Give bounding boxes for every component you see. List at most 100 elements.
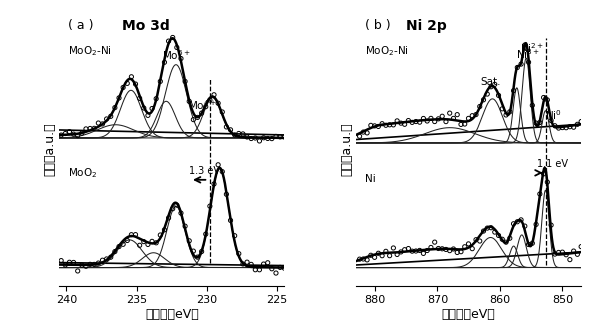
Point: [60, 262, 70, 268]
Point: [562, 125, 571, 130]
Point: [400, 122, 409, 127]
Point: [576, 244, 586, 249]
Point: [396, 249, 406, 255]
Point: [396, 121, 406, 126]
Point: [247, 262, 256, 267]
Point: [81, 126, 91, 131]
Point: [539, 171, 549, 177]
Point: [255, 138, 264, 144]
Point: [164, 39, 173, 44]
Point: [355, 133, 364, 139]
Point: [114, 244, 124, 249]
Point: [422, 248, 432, 253]
Point: [528, 241, 537, 246]
Point: [123, 238, 132, 243]
Text: 1.1 eV: 1.1 eV: [537, 159, 569, 169]
Point: [449, 246, 458, 252]
Point: [486, 225, 496, 230]
Point: [528, 103, 537, 108]
Point: [176, 56, 186, 61]
Point: [415, 248, 425, 253]
Point: [243, 260, 252, 265]
Point: [524, 242, 533, 247]
Point: [393, 252, 402, 257]
Point: [279, 266, 289, 271]
Point: [388, 122, 398, 127]
Point: [90, 262, 99, 267]
Point: [539, 95, 549, 100]
Point: [355, 257, 364, 262]
Point: [143, 113, 152, 118]
Point: [543, 180, 552, 185]
Point: [569, 248, 578, 254]
Point: [259, 261, 268, 267]
Point: [209, 92, 219, 97]
Point: [479, 228, 488, 234]
Point: [102, 116, 111, 122]
Point: [131, 232, 141, 237]
Point: [271, 134, 280, 139]
Point: [438, 246, 447, 251]
Point: [501, 239, 511, 245]
Point: [139, 105, 148, 111]
Point: [85, 126, 95, 131]
Point: [197, 111, 206, 116]
Point: [172, 45, 181, 50]
Point: [490, 229, 499, 235]
Point: [404, 246, 413, 251]
Point: [263, 136, 272, 141]
Point: [259, 135, 268, 140]
Point: [213, 162, 223, 167]
Point: [562, 252, 571, 257]
Point: [218, 109, 227, 115]
X-axis label: 结合能（eV）: 结合能（eV）: [145, 308, 199, 321]
Point: [151, 96, 161, 101]
Point: [119, 85, 128, 90]
Point: [135, 96, 145, 101]
Text: Ni$^{3+}$: Ni$^{3+}$: [516, 47, 540, 61]
Text: 1.3 eV: 1.3 eV: [189, 166, 219, 176]
Point: [279, 134, 289, 139]
Text: Mo$^{6+}$: Mo$^{6+}$: [161, 48, 190, 62]
Point: [407, 120, 417, 125]
Point: [275, 265, 285, 270]
Point: [569, 124, 578, 130]
Point: [501, 112, 511, 118]
Point: [467, 246, 477, 251]
Point: [193, 255, 202, 260]
Point: [123, 81, 132, 86]
Point: [535, 120, 544, 125]
Point: [445, 248, 454, 253]
Point: [98, 258, 107, 263]
Text: MoO$_2$-Ni: MoO$_2$-Ni: [365, 44, 409, 58]
Point: [102, 256, 111, 262]
Point: [238, 261, 248, 267]
Point: [73, 133, 82, 138]
Point: [565, 124, 575, 129]
Text: Ni: Ni: [365, 174, 376, 184]
Point: [456, 122, 466, 127]
Point: [168, 206, 177, 211]
Point: [160, 227, 169, 232]
Point: [176, 210, 186, 216]
Point: [531, 222, 541, 227]
Point: [226, 127, 235, 132]
Text: MoO$_2$-Ni: MoO$_2$-Ni: [68, 44, 112, 58]
Point: [110, 249, 120, 254]
Point: [362, 257, 372, 263]
Point: [471, 237, 481, 242]
Point: [230, 233, 240, 238]
Point: [147, 106, 157, 111]
Point: [524, 59, 533, 65]
Point: [271, 270, 280, 276]
Point: [267, 266, 276, 272]
Point: [464, 116, 473, 121]
Text: Ni$^{2+}$: Ni$^{2+}$: [520, 41, 544, 54]
Point: [243, 134, 252, 140]
Point: [404, 118, 413, 123]
Point: [65, 129, 74, 134]
Point: [201, 231, 211, 237]
Point: [131, 81, 141, 87]
Point: [213, 101, 223, 106]
Point: [494, 93, 503, 98]
